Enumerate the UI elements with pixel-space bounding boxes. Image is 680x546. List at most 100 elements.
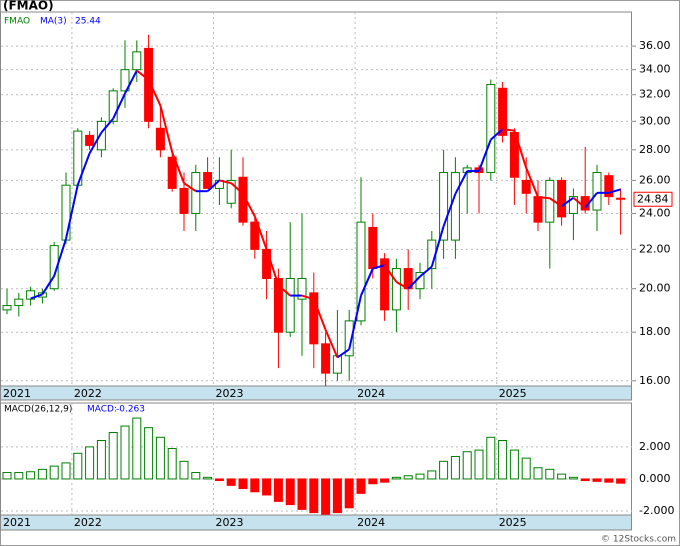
ma-segment [383,264,398,283]
macd-bar [533,467,543,480]
candle-body [344,320,354,357]
candle-body [332,355,342,374]
ma-segment [407,275,421,290]
ma-segment [336,348,350,359]
x-tick-label: 2024 [357,387,385,400]
macd-bar [439,460,449,480]
x-tick-label: 2022 [74,516,102,529]
macd-bar [427,470,437,480]
candle-body [321,343,331,374]
ma-segment [171,151,185,184]
ma-segment [88,132,103,154]
legend-symbol: FMAO [4,17,30,27]
macd-year-strip [0,514,632,531]
macd-bar [167,448,177,480]
candle-body [167,156,177,189]
macd-bar [391,476,401,480]
ma-segment [242,193,256,217]
y-tick-label: 18.00 [639,325,671,338]
ma-segment [454,170,469,195]
ma-segment [206,179,221,192]
y-tick-label: 30.00 [639,114,671,127]
ma-segment [430,225,445,267]
ma-segment [183,182,197,193]
legend-ma-value: 25.44 [75,17,101,27]
macd-bar [37,468,47,480]
candle-body [203,172,213,189]
ma-segment [30,293,43,300]
ma-segment [608,188,621,194]
candle-body [273,278,283,333]
macd-bar [592,478,602,482]
macd-bar [73,452,83,480]
x-tick-label: 2021 [3,387,31,400]
macd-bar [604,478,614,483]
macd-bar [238,478,248,490]
ma-segment [112,92,126,120]
x-tick-label: 2024 [357,516,385,529]
ma-segment [159,105,174,153]
chart-title: (FMAO) [3,0,54,13]
y-tick-label: 20.00 [639,282,671,295]
y-tick-label: 32.00 [639,88,671,101]
candle-body [568,196,578,214]
candle-body [132,51,142,71]
macd-bar [450,456,460,480]
macd-bar [616,478,626,484]
macd-bar [262,478,272,496]
macd-bar [297,478,307,510]
x-tick-label: 2022 [74,387,102,400]
macd-bar [415,473,425,480]
macd-bar [332,478,342,514]
y-tick-label: 16.00 [639,374,671,387]
macd-bar [321,478,331,515]
ma-segment [147,79,162,106]
y-tick-label: 26.00 [639,173,671,186]
macd-bar [368,478,378,485]
candle-body [262,248,272,280]
macd-bar [344,478,354,509]
candle-body [604,175,614,198]
ma-segment [572,196,586,209]
candle-body [250,221,260,250]
candle-body [521,179,531,194]
macd-bar [144,427,154,480]
candle-body [85,134,95,146]
candle-body [226,179,236,204]
candle-body [391,268,401,311]
y-tick-label: 36.00 [639,39,671,52]
candle-body [49,245,59,290]
last-price-label: 24.84 [637,192,669,205]
ma-segment [265,249,280,286]
candle-body [356,221,366,322]
macd-bar [85,446,95,480]
macd-bar [155,436,165,480]
ma-segment [561,196,574,207]
ma-segment [525,167,539,198]
candle-body [96,120,106,151]
ma-segment [230,182,244,195]
macd-bar [96,439,106,480]
macd-bar [179,460,189,480]
macd-bar [580,478,590,482]
ma-segment [537,196,550,200]
macd-bar [462,451,472,480]
candle-body [450,172,460,241]
candle-body [368,226,378,270]
y-tick-label: 0.000 [639,472,671,485]
macd-bar [545,468,555,480]
y-tick-label: 24.00 [639,206,671,219]
ma-segment [219,179,232,185]
macd-bar [285,478,295,506]
ma-segment [442,193,457,227]
ma-segment [41,275,56,295]
ma-segment [324,329,339,358]
macd-bar [132,417,142,480]
candle-body [285,278,295,333]
y-tick-label: -2.000 [639,504,674,517]
ma-segment [53,238,67,277]
candle-body [309,292,319,345]
macd-bar [14,472,24,480]
candle-body [155,127,165,151]
ma-segment [65,184,79,240]
